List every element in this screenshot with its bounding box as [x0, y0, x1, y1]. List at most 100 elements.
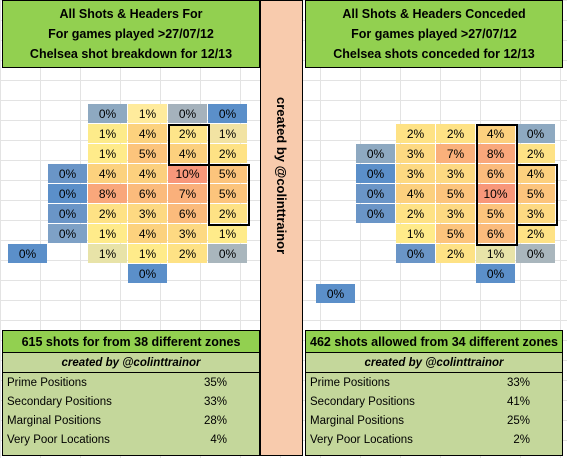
heatmap-cell: 4% [476, 124, 515, 143]
heatmap-cell: 0% [48, 224, 87, 243]
stat-label: Very Poor Locations [310, 433, 413, 446]
divider-credit: created by @colinttrainor [274, 97, 289, 255]
heatmap-cell: 7% [436, 144, 475, 163]
stat-label: Secondary Positions [310, 395, 415, 408]
shots-conceded-title-line-3: Chelsea shots conceded for 12/13 [333, 47, 535, 61]
heatmap-cell: 4% [396, 184, 435, 203]
heatmap-cell: 5% [436, 224, 475, 243]
stat-row: Prime Positions 33% [306, 373, 562, 392]
heatmap-cell: 2% [168, 244, 207, 263]
stat-value: 28% [203, 414, 227, 427]
heatmap-cell: 0% [168, 104, 207, 123]
shots-conceded-title-line-2: For games played >27/07/12 [351, 27, 517, 41]
heatmap-cell: 6% [476, 164, 515, 183]
heatmap-cell: 0% [476, 264, 515, 283]
stat-row: Marginal Positions 28% [3, 411, 259, 430]
heatmap-cell: 2% [436, 124, 475, 143]
divider-credit-wrap: created by @colinttrainor [261, 81, 302, 271]
heatmap-cell: 5% [476, 204, 515, 223]
heatmap-cell: 3% [168, 224, 207, 243]
heatmap-cell: 0% [48, 184, 87, 203]
heatmap-cell: 2% [516, 224, 555, 243]
heatmap-cell: 2% [168, 124, 207, 143]
heatmap-cell: 10% [476, 184, 515, 203]
shots-conceded-title-box: All Shots & Headers Conceded For games p… [305, 0, 563, 68]
heatmap-cell: 1% [88, 224, 127, 243]
shots-for-title-line-3: Chelsea shot breakdown for 12/13 [29, 47, 233, 61]
heatmap-cell: 1% [396, 224, 435, 243]
heatmap-cell: 0% [208, 244, 247, 263]
heatmap-cell: 7% [168, 184, 207, 203]
stat-label: Marginal Positions [310, 414, 404, 427]
heatmap-cell: 2% [88, 204, 127, 223]
heatmap-cell: 4% [128, 124, 167, 143]
heatmap-cell: 0% [356, 144, 395, 163]
heatmap-cell: 8% [476, 144, 515, 163]
heatmap-cell: 1% [88, 244, 127, 263]
stat-value: 41% [506, 395, 530, 408]
stat-value: 25% [506, 414, 530, 427]
heatmap-cell: 0% [356, 204, 395, 223]
heatmap-cell: 0% [516, 244, 555, 263]
heatmap-cell: 0% [88, 104, 127, 123]
heatmap-cell: 0% [48, 164, 87, 183]
heatmap-cell: 0% [208, 104, 247, 123]
shots-for-credit: created by @colinttrainor [3, 353, 259, 373]
heatmap-cell: 2% [208, 204, 247, 223]
stat-value: 33% [203, 395, 227, 408]
heatmap-cell: 3% [396, 164, 435, 183]
center-divider: created by @colinttrainor [260, 0, 303, 456]
stat-label: Prime Positions [310, 376, 390, 389]
heatmap-cell: 5% [208, 184, 247, 203]
heatmap-cell: 0% [8, 244, 47, 263]
stat-row: Very Poor Locations 4% [3, 430, 259, 449]
heatmap-cell: 5% [516, 184, 555, 203]
heatmap-cell: 0% [316, 284, 355, 303]
shots-for-heatmap: 0% 0% 2% 1% 1% 0% 1% 3% 4% 1% 0% 2% 6% 3% 2% 0% 5% 7% 6% 8%… [2, 104, 260, 324]
stat-row: Prime Positions 35% [3, 373, 259, 392]
heatmap-cell: 4% [168, 144, 207, 163]
stat-row: Very Poor Locations 2% [306, 430, 562, 449]
shots-for-title-line-2: For games played >27/07/12 [48, 27, 214, 41]
heatmap-cell: 10% [168, 164, 207, 183]
heatmap-cell: 1% [476, 244, 515, 263]
stat-label: Prime Positions [7, 376, 87, 389]
stat-value: 4% [210, 433, 227, 446]
stat-value: 35% [203, 376, 227, 389]
heatmap-cell: 0% [516, 124, 555, 143]
heatmap-cell: 4% [88, 164, 127, 183]
stat-label: Marginal Positions [7, 414, 101, 427]
heatmap-cell: 5% [128, 144, 167, 163]
heatmap-cell: 4% [128, 164, 167, 183]
shots-for-summary: 615 shots for from 38 different zones cr… [2, 330, 260, 456]
shots-for-title-line-1: All Shots & Headers For [59, 7, 203, 21]
heatmap-cell: 1% [88, 144, 127, 163]
heatmap-cell: 2% [516, 144, 555, 163]
heatmap-cell: 0% [356, 184, 395, 203]
shots-for-summary-heading: 615 shots for from 38 different zones [3, 331, 259, 353]
shots-conceded-credit: created by @colinttrainor [306, 353, 562, 373]
heatmap-cell: 0% [128, 264, 167, 283]
heatmap-cell: 0% [356, 164, 395, 183]
heatmap-cell: 8% [88, 184, 127, 203]
stat-row: Marginal Positions 25% [306, 411, 562, 430]
shots-conceded-summary-heading: 462 shots allowed from 34 different zone… [306, 331, 562, 353]
stat-row: Secondary Positions 41% [306, 392, 562, 411]
heatmap-cell: 2% [396, 204, 435, 223]
stat-label: Secondary Positions [7, 395, 112, 408]
heatmap-cell: 4% [516, 164, 555, 183]
heatmap-cell: 1% [128, 244, 167, 263]
heatmap-cell: 6% [476, 224, 515, 243]
heatmap-cell: 1% [208, 224, 247, 243]
heatmap-cell: 3% [436, 204, 475, 223]
heatmap-cell: 5% [208, 164, 247, 183]
heatmap-cell: 3% [128, 204, 167, 223]
heatmap-cell: 2% [208, 144, 247, 163]
heatmap-cell: 3% [436, 164, 475, 183]
shots-for-title-box: All Shots & Headers For For games played… [2, 0, 260, 68]
stat-value: 33% [506, 376, 530, 389]
heatmap-cell: 5% [436, 184, 475, 203]
heatmap-cell: 3% [396, 144, 435, 163]
heatmap-cell: 3% [516, 204, 555, 223]
heatmap-cell: 6% [128, 184, 167, 203]
